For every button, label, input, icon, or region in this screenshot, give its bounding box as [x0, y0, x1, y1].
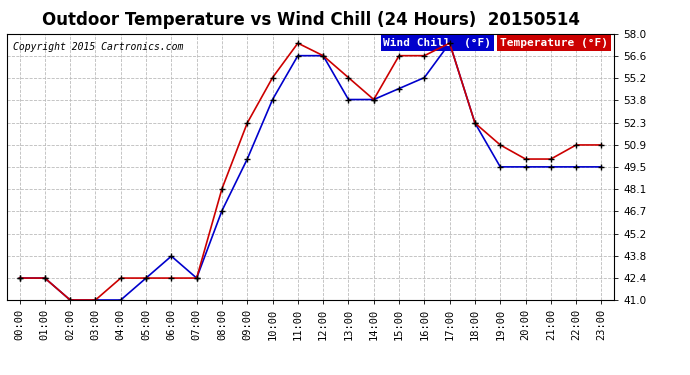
Text: Wind Chill  (°F): Wind Chill (°F) — [384, 38, 491, 48]
Text: Outdoor Temperature vs Wind Chill (24 Hours)  20150514: Outdoor Temperature vs Wind Chill (24 Ho… — [41, 11, 580, 29]
Text: Copyright 2015 Cartronics.com: Copyright 2015 Cartronics.com — [13, 42, 184, 52]
Text: Temperature (°F): Temperature (°F) — [500, 38, 608, 48]
